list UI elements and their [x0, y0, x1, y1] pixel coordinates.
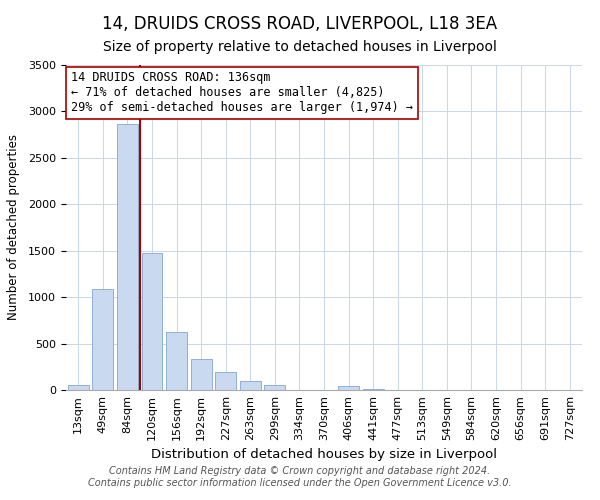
Text: Size of property relative to detached houses in Liverpool: Size of property relative to detached ho… — [103, 40, 497, 54]
Bar — [68, 386, 89, 390]
Bar — [142, 252, 163, 390]
Bar — [265, 385, 286, 390]
Text: Contains HM Land Registry data © Crown copyright and database right 2024.
Contai: Contains HM Land Registry data © Crown c… — [88, 466, 512, 487]
Bar — [215, 372, 236, 390]
Bar — [117, 124, 138, 390]
X-axis label: Distribution of detached houses by size in Liverpool: Distribution of detached houses by size … — [151, 448, 497, 462]
Bar — [166, 332, 187, 390]
Text: 14 DRUIDS CROSS ROAD: 136sqm
← 71% of detached houses are smaller (4,825)
29% of: 14 DRUIDS CROSS ROAD: 136sqm ← 71% of de… — [71, 72, 413, 114]
Text: 14, DRUIDS CROSS ROAD, LIVERPOOL, L18 3EA: 14, DRUIDS CROSS ROAD, LIVERPOOL, L18 3E… — [103, 15, 497, 33]
Bar — [338, 386, 359, 390]
Bar — [362, 388, 383, 390]
Y-axis label: Number of detached properties: Number of detached properties — [7, 134, 20, 320]
Bar — [191, 360, 212, 390]
Bar — [240, 381, 261, 390]
Bar — [92, 289, 113, 390]
